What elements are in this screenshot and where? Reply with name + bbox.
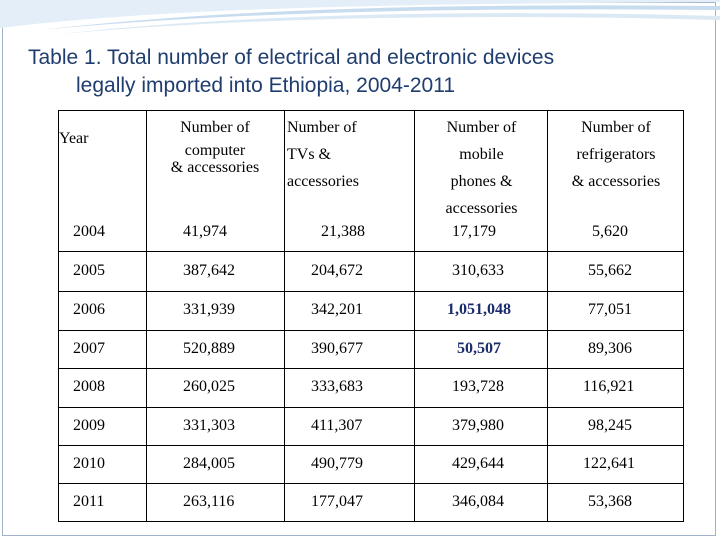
cell-tv: 490,779 [311, 455, 363, 472]
slide-title: Table 1. Total number of electrical and … [28, 44, 708, 100]
title-line-2: legally imported into Ethiopia, 2004-201… [76, 74, 456, 97]
header-computer: Number of computer & accessories [148, 114, 282, 176]
cell-computer: 331,303 [183, 417, 235, 434]
column-divider [414, 111, 415, 521]
cell-tv: 204,672 [311, 262, 363, 279]
decorative-swoosh [0, 0, 720, 34]
header-year: Year [59, 130, 89, 147]
header-mobile-line: Number of [446, 119, 517, 136]
cell-computer: 260,025 [183, 378, 235, 395]
column-divider [146, 111, 147, 521]
cell-tv: 390,677 [311, 340, 363, 357]
header-mobile-line: phones & [450, 173, 513, 190]
row-divider [59, 483, 683, 484]
row-divider [59, 445, 683, 446]
cell-year: 2009 [73, 417, 105, 434]
cell-refrigerator: 53,368 [588, 493, 632, 510]
cell-year: 2008 [73, 378, 105, 395]
header-tvs-line: Number of [287, 119, 357, 136]
cell-year: 2011 [73, 493, 105, 510]
cell-mobile: 193,728 [452, 378, 504, 395]
cell-mobile: 379,980 [452, 417, 504, 434]
cell-computer: 387,642 [183, 262, 235, 279]
row-divider [59, 251, 683, 252]
cell-tv: 411,307 [311, 417, 363, 434]
data-table: Year Number of computer & accessories Nu… [58, 110, 684, 522]
row-divider [59, 407, 683, 408]
header-computer-line: computer [184, 142, 246, 159]
cell-refrigerator: 89,306 [588, 340, 632, 357]
title-line-1: Table 1. Total number of electrical and … [28, 46, 555, 69]
cell-year: 2005 [73, 262, 105, 279]
cell-year: 2004 [73, 223, 105, 240]
cell-mobile: 17,179 [452, 223, 496, 240]
row-divider [59, 291, 683, 292]
row-divider [59, 330, 683, 331]
column-divider [547, 111, 548, 521]
cell-refrigerator: 98,245 [588, 417, 632, 434]
cell-year: 2010 [73, 455, 105, 472]
header-tvs-line: TVs & [287, 146, 331, 163]
header-tvs-line: accessories [287, 173, 359, 190]
cell-mobile: 346,084 [452, 493, 504, 510]
header-refrigerators-line: refrigerators [576, 146, 656, 163]
header-tvs: Number of TVs & accessories [287, 114, 401, 195]
cell-refrigerator: 116,921 [583, 378, 635, 395]
header-refrigerators-line: & accessories [571, 173, 661, 190]
cell-refrigerator: 77,051 [588, 301, 632, 318]
cell-mobile-highlight: 50,507 [457, 340, 501, 357]
cell-mobile: 429,644 [452, 455, 504, 472]
cell-mobile: 310,633 [452, 262, 504, 279]
header-computer-line: & accessories [170, 159, 260, 176]
cell-year: 2007 [73, 340, 105, 357]
header-computer-line: Number of [180, 119, 250, 136]
cell-mobile-highlight: 1,051,048 [447, 301, 511, 318]
cell-computer: 41,974 [183, 223, 227, 240]
cell-tv: 177,047 [311, 493, 363, 510]
cell-refrigerator: 122,641 [583, 455, 635, 472]
header-refrigerators: Number of refrigerators & accessories [549, 114, 683, 195]
cell-tv: 342,201 [311, 301, 363, 318]
column-divider [284, 111, 285, 521]
header-mobile-line: accessories [445, 200, 518, 217]
header-mobile: Number of mobile phones & accessories [416, 114, 547, 222]
cell-computer: 520,889 [183, 340, 235, 357]
header-mobile-line: mobile [459, 146, 504, 163]
cell-refrigerator: 5,620 [592, 223, 628, 240]
cell-computer: 331,939 [183, 301, 235, 318]
cell-computer: 284,005 [183, 455, 235, 472]
cell-tv: 21,388 [321, 223, 365, 240]
cell-tv: 333,683 [311, 378, 363, 395]
header-refrigerators-line: Number of [581, 119, 651, 136]
cell-year: 2006 [73, 301, 105, 318]
row-divider [59, 368, 683, 369]
cell-refrigerator: 55,662 [588, 262, 632, 279]
cell-computer: 263,116 [183, 493, 235, 510]
